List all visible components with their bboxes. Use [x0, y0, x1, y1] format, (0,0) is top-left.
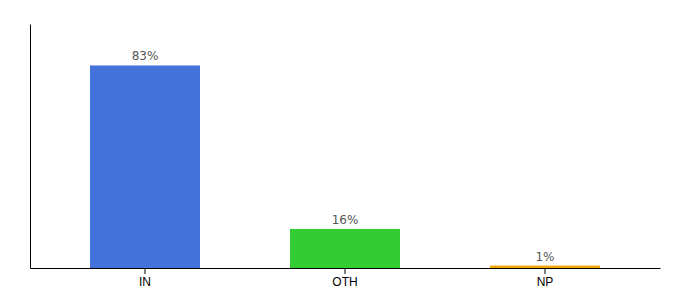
chart: 83% 16% 1% IN OTH NP: [0, 0, 680, 300]
x-tick-mark: [145, 268, 146, 274]
bar: [90, 65, 200, 268]
data-label: 83%: [132, 49, 159, 63]
bar: [290, 229, 400, 268]
bar: [490, 266, 600, 268]
data-label: 16%: [332, 213, 359, 227]
x-tick-label: OTH: [332, 275, 357, 289]
x-axis: IN OTH NP: [31, 268, 661, 289]
y-axis-line: [30, 25, 31, 269]
x-tick-mark: [545, 268, 546, 274]
y-axis: [30, 25, 31, 269]
x-tick: OTH: [332, 268, 357, 289]
data-label: 1%: [535, 250, 554, 264]
bars: [90, 65, 600, 268]
plot: 83% 16% 1% IN OTH NP: [31, 25, 661, 289]
data-labels: 83% 16% 1%: [132, 49, 555, 263]
x-tick: NP: [537, 268, 554, 289]
x-tick-label: IN: [139, 275, 151, 289]
x-tick-label: NP: [537, 275, 554, 289]
x-tick-mark: [345, 268, 346, 274]
x-tick: IN: [139, 268, 151, 289]
